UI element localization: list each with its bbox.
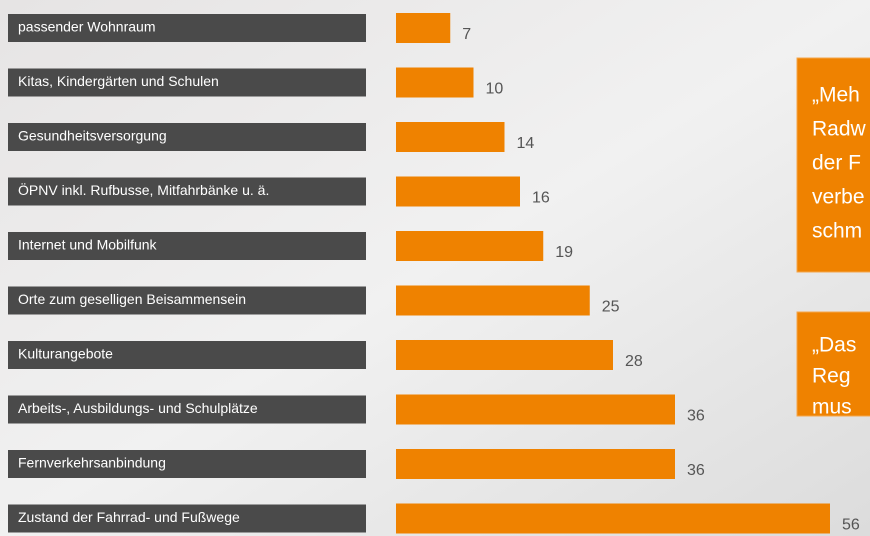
- category-label: Arbeits-, Ausbildungs- und Schulplätze: [18, 400, 258, 416]
- category-label: Orte zum geselligen Beisammensein: [18, 291, 246, 307]
- value-label: 10: [486, 81, 504, 98]
- bar: [396, 68, 474, 98]
- value-label: 36: [687, 408, 705, 425]
- quote-text: „Meh: [812, 84, 860, 107]
- category-label: ÖPNV inkl. Rufbusse, Mitfahrbänke u. ä.: [18, 181, 269, 198]
- value-label: 25: [602, 299, 620, 316]
- bar: [396, 13, 450, 43]
- value-label: 14: [517, 135, 535, 152]
- value-label: 36: [687, 462, 705, 479]
- bar: [396, 122, 505, 152]
- value-label: 16: [532, 190, 550, 207]
- quote-text: verbe: [812, 186, 865, 209]
- quote-text: schm: [812, 220, 862, 243]
- bar: [396, 340, 613, 370]
- category-label: Kulturangebote: [18, 346, 113, 362]
- category-label: Zustand der Fahrrad- und Fußwege: [18, 509, 240, 525]
- quote-text: Radw: [812, 118, 867, 141]
- bar: [396, 177, 520, 207]
- bar: [396, 395, 675, 425]
- value-label: 28: [625, 353, 643, 370]
- quote-text: Reg: [812, 365, 851, 388]
- category-label: Kitas, Kindergärten und Schulen: [18, 73, 219, 89]
- value-label: 56: [842, 517, 860, 534]
- bar: [396, 231, 543, 261]
- quote-text: mus: [812, 396, 852, 419]
- category-label: passender Wohnraum: [18, 19, 155, 35]
- value-label: 19: [555, 244, 573, 261]
- category-label: Gesundheitsversorgung: [18, 128, 167, 144]
- bar: [396, 504, 830, 534]
- value-label: 7: [462, 26, 471, 43]
- quote-text: der F: [812, 152, 861, 175]
- category-label: Internet und Mobilfunk: [18, 237, 158, 253]
- bar: [396, 449, 675, 479]
- slide: passender Wohnraum 7 Kitas, Kindergärten u…: [0, 0, 870, 536]
- category-label: Fernverkehrsanbindung: [18, 455, 166, 471]
- bar: [396, 286, 590, 316]
- quote-text: „Das: [812, 334, 856, 357]
